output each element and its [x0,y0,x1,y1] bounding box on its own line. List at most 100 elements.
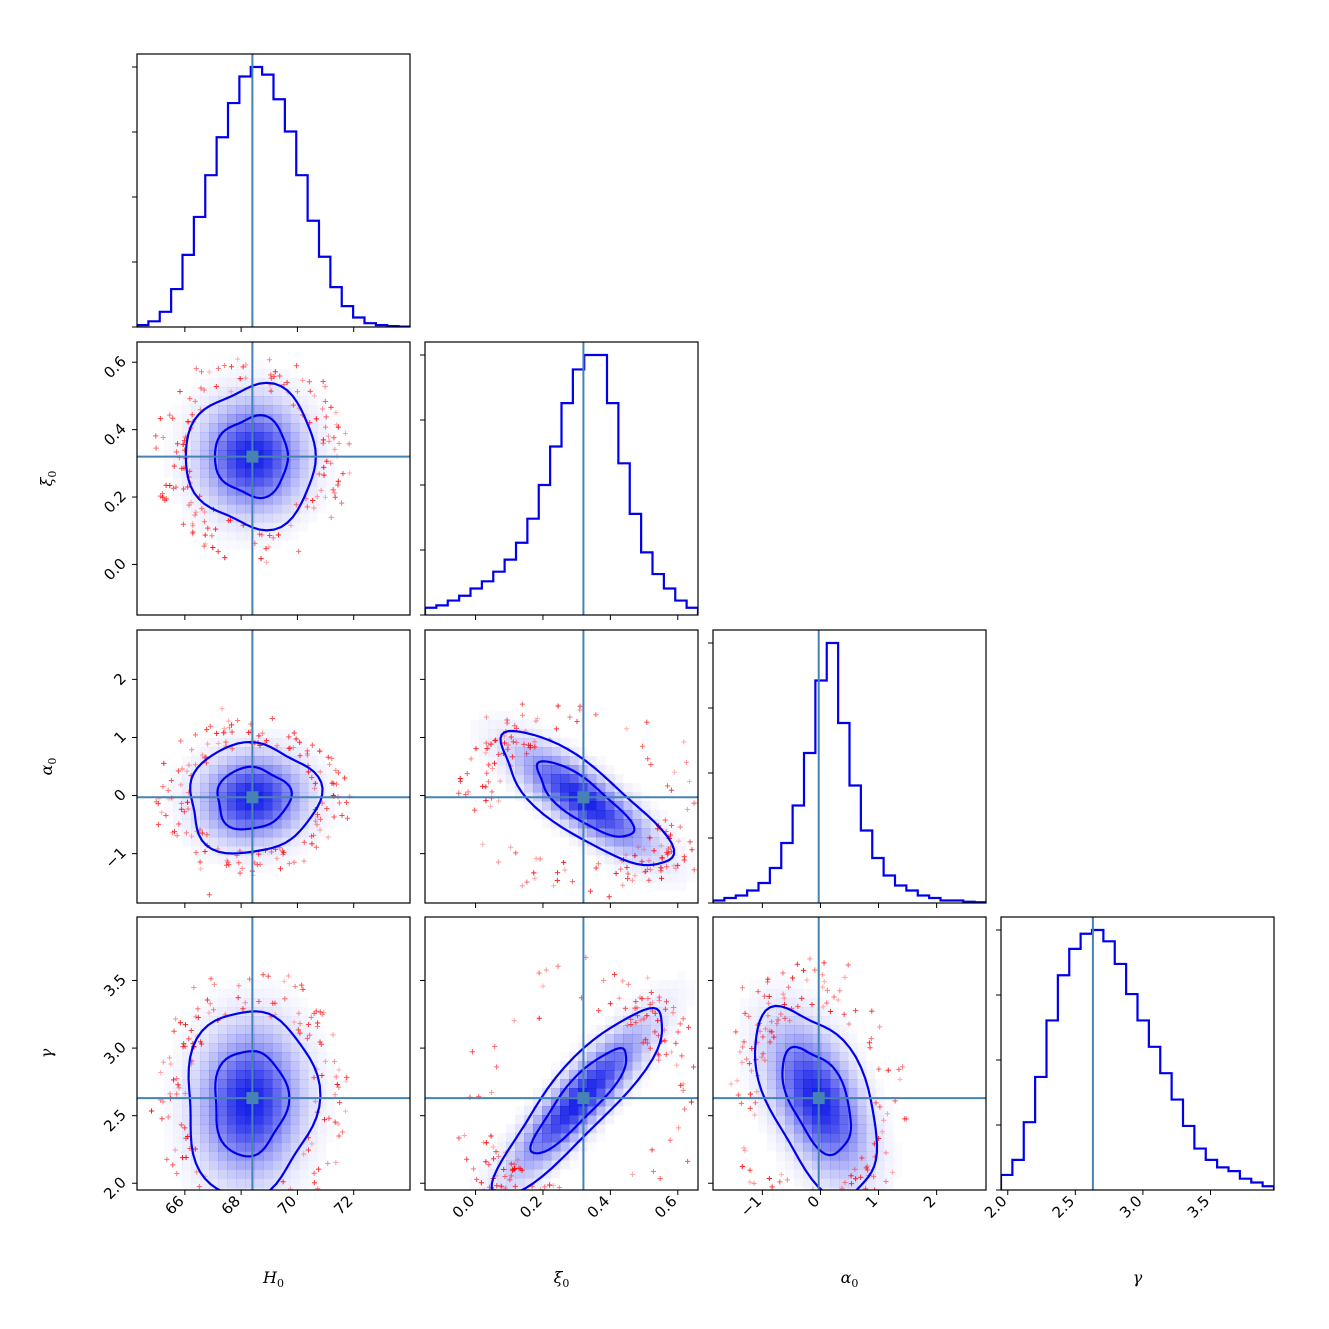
scatter-point [302,1191,307,1196]
scatter-point [331,435,337,441]
density-cell [173,450,183,460]
density-cell [587,1034,597,1044]
scatter-point [236,860,242,866]
density-cell [191,1133,201,1143]
density-cell [767,1124,777,1134]
scatter-point [519,701,525,707]
density-cell [470,729,479,738]
density-cell [245,747,255,757]
density-cell [560,1052,569,1061]
density-cell [173,495,182,504]
contour-outer [490,1006,664,1190]
scatter-point [326,438,332,444]
density-cell [164,810,173,819]
density-cell [506,738,516,748]
scatter-point [902,1116,908,1122]
density-cell [227,846,237,856]
density-cell [668,989,678,999]
density-cell [551,1070,561,1080]
density-cell [272,396,282,406]
density-cell [587,801,597,811]
density-cell [605,864,614,873]
axis-label-main: H [262,1268,278,1287]
density-cell [497,765,507,775]
density-cell [272,1052,282,1062]
density-cell [254,531,264,541]
scatter-point [336,1084,342,1090]
density-cell [227,432,237,442]
density-cell [767,1115,777,1125]
density-cell [677,864,687,874]
scatter-point [328,514,334,521]
density-cell [272,405,282,415]
density-cell [218,837,228,847]
density-cell [299,1034,309,1044]
density-cell [182,1151,192,1161]
density-cell [218,1178,228,1188]
scatter-point [577,707,583,713]
density-cell [200,1016,210,1026]
density-cell [263,432,273,442]
density-cell [326,1052,335,1061]
density-cell [623,828,633,838]
density-cell [173,1115,183,1125]
scatter-point [174,441,181,447]
density-cell [515,1142,525,1152]
density-cell [812,1151,822,1161]
density-cell [254,432,264,442]
density-cell [641,864,651,874]
scatter-point [171,829,178,835]
density-cell [200,396,210,406]
scatter-point [868,1035,874,1042]
density-cell [290,486,300,496]
y-tick-label: 2 [110,669,129,688]
scatter-point [488,1133,494,1139]
density-cell [560,774,570,784]
density-cell [218,819,228,829]
density-cell [173,810,183,820]
density-cell [326,1079,335,1088]
density-cell [236,432,246,442]
scatter-point [160,1099,166,1105]
scatter-point [841,1230,846,1235]
density-cell [182,1025,191,1034]
density-cell [245,1160,255,1170]
density-cell [326,414,335,423]
density-cell [551,747,561,757]
density-cell [299,810,309,820]
density-cell [290,765,300,775]
density-cell [218,1115,228,1125]
scatter-point [343,1078,349,1084]
density-cell [614,1025,624,1035]
scatter-point [186,502,192,508]
density-cell [596,837,606,847]
density-cell [641,1070,651,1080]
density-cell [200,1124,210,1134]
density-cell [794,1007,804,1017]
axis-label-main: γ [1133,1268,1143,1287]
density-cell [281,747,291,757]
x-tick-label: −1 [737,1192,765,1220]
joint-H0-gamma [137,917,410,1196]
density-cell [272,1061,282,1071]
density-cell [497,774,506,783]
density-cell [263,477,273,487]
scatter-point [182,1090,188,1097]
density-cell [821,1097,831,1107]
density-cell [749,1025,759,1035]
scatter-point [662,1006,669,1012]
density-cell [200,1133,210,1143]
density-cell [803,1034,813,1044]
density-cell [794,1142,804,1152]
density-cell [290,1070,300,1080]
density-cell [668,980,677,989]
scatter-point [280,1179,286,1185]
scatter-point [344,1074,350,1080]
density-cell [263,864,272,873]
density-cell [200,747,210,757]
density-cell [272,1097,282,1107]
scatter-point [538,1192,543,1197]
density-cell [884,1178,893,1187]
density-cell [542,810,552,820]
scatter-point [848,1173,854,1179]
